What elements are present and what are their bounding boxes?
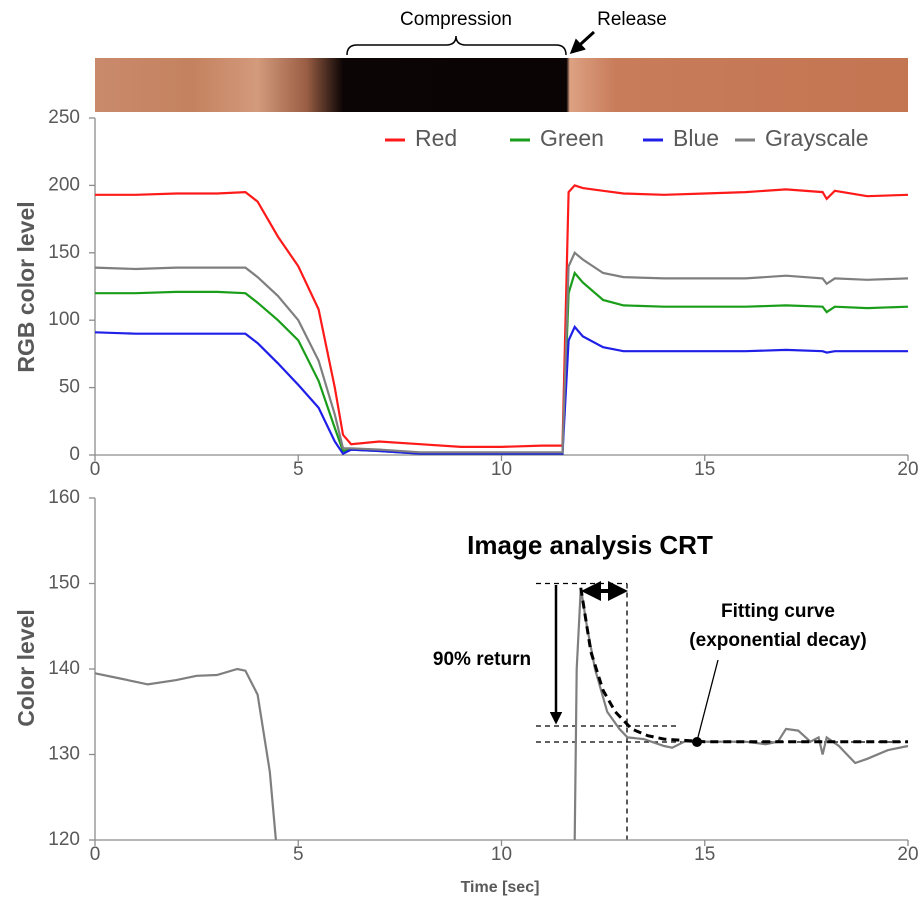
data-line — [95, 587, 909, 840]
x-tick-label: 15 — [694, 459, 715, 480]
data-line — [95, 270, 909, 455]
plot-area — [95, 184, 909, 456]
y-axis-title: RGB color level — [13, 201, 39, 372]
color-strip — [95, 58, 908, 112]
x-tick-label: 10 — [491, 844, 512, 865]
y-tick-label: 50 — [59, 377, 80, 398]
data-line — [95, 251, 909, 454]
arrow — [569, 30, 596, 55]
leader-line — [696, 659, 719, 742]
plot-area — [95, 587, 909, 840]
y-tick-label: 200 — [48, 174, 80, 195]
chart-title: Image analysis CRT — [467, 530, 713, 560]
data-line — [95, 324, 908, 456]
annotation: (exponential decay) — [689, 630, 866, 651]
y-tick-label: 100 — [48, 309, 80, 330]
y-tick-label: 150 — [48, 242, 80, 263]
annotation: Fitting curve — [721, 601, 835, 622]
y-tick-label: 120 — [48, 829, 80, 850]
legend-label: Blue — [673, 125, 719, 151]
marker-dot — [692, 737, 702, 747]
y-tick-label: 250 — [48, 107, 80, 128]
brace — [346, 35, 567, 56]
x-tick-label: 15 — [694, 844, 715, 865]
x-tick-label: 20 — [897, 844, 918, 865]
y-tick-label: 140 — [48, 658, 80, 679]
x-tick-label: 10 — [491, 459, 512, 480]
y-tick-label: 160 — [48, 487, 80, 508]
annotation: Release — [597, 9, 667, 30]
x-tick-label: 0 — [90, 844, 101, 865]
x-tick-label: 20 — [897, 459, 918, 480]
x-axis-title: Time [sec] — [461, 879, 540, 896]
y-tick-label: 0 — [69, 444, 80, 465]
x-tick-label: 5 — [293, 459, 304, 480]
x-tick-label: 5 — [293, 844, 304, 865]
legend-label: Red — [415, 125, 457, 151]
annotation: Compression — [400, 9, 512, 30]
data-line — [95, 184, 909, 448]
legend-label: Grayscale — [765, 125, 869, 151]
annotation: 90% return — [433, 649, 531, 670]
y-tick-label: 130 — [48, 744, 80, 765]
x-tick-label: 0 — [90, 459, 101, 480]
y-axis-title: Color level — [13, 609, 39, 727]
legend-label: Green — [540, 125, 604, 151]
y-tick-label: 150 — [48, 573, 80, 594]
data-line — [579, 587, 908, 744]
